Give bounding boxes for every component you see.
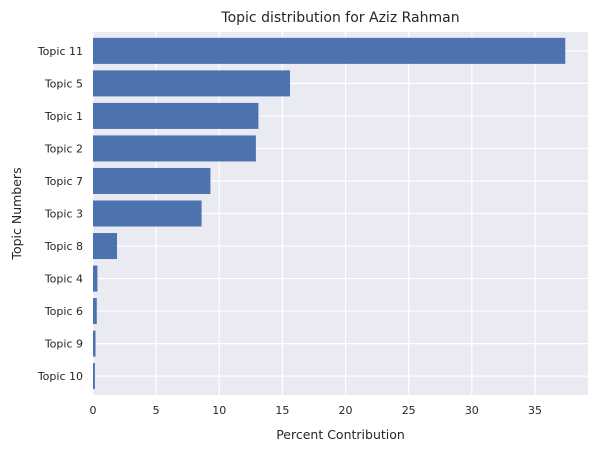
bar xyxy=(93,200,202,227)
x-tick-label: 15 xyxy=(275,404,289,417)
bar xyxy=(93,233,117,260)
bar xyxy=(93,167,211,194)
y-tick-label: Topic 8 xyxy=(44,240,83,253)
x-tick-label: 30 xyxy=(465,404,479,417)
y-tick-label: Topic 2 xyxy=(44,142,83,155)
bar xyxy=(93,70,290,97)
bar xyxy=(93,363,95,390)
x-tick-labels: 0 5 10 15 20 25 30 35 xyxy=(90,404,542,417)
bar xyxy=(93,298,97,325)
x-tick-label: 5 xyxy=(153,404,160,417)
bar xyxy=(93,330,96,357)
y-tick-label: Topic 4 xyxy=(44,273,83,286)
bar xyxy=(93,135,256,162)
x-tick-label: 0 xyxy=(90,404,97,417)
y-tick-label: Topic 10 xyxy=(37,370,83,383)
bars xyxy=(93,37,566,390)
y-tick-label: Topic 5 xyxy=(44,77,83,90)
bar xyxy=(93,37,566,64)
bar xyxy=(93,102,259,129)
x-tick-label: 25 xyxy=(402,404,416,417)
y-tick-label: Topic 11 xyxy=(37,45,83,58)
y-tick-label: Topic 1 xyxy=(44,110,83,123)
chart-title: Topic distribution for Aziz Rahman xyxy=(220,10,459,26)
y-tick-label: Topic 7 xyxy=(44,175,83,188)
x-tick-label: 20 xyxy=(339,404,353,417)
x-tick-label: 35 xyxy=(528,404,542,417)
y-tick-label: Topic 9 xyxy=(44,338,83,351)
x-axis-label: Percent Contribution xyxy=(276,427,405,442)
y-tick-label: Topic 3 xyxy=(44,208,83,221)
y-tick-label: Topic 6 xyxy=(44,305,83,318)
x-tick-label: 10 xyxy=(212,404,226,417)
y-axis-label: Topic Numbers xyxy=(9,167,24,260)
y-tick-labels: Topic 11 Topic 5 Topic 1 Topic 2 Topic 7 Topi… xyxy=(37,45,83,383)
bar xyxy=(93,265,98,292)
